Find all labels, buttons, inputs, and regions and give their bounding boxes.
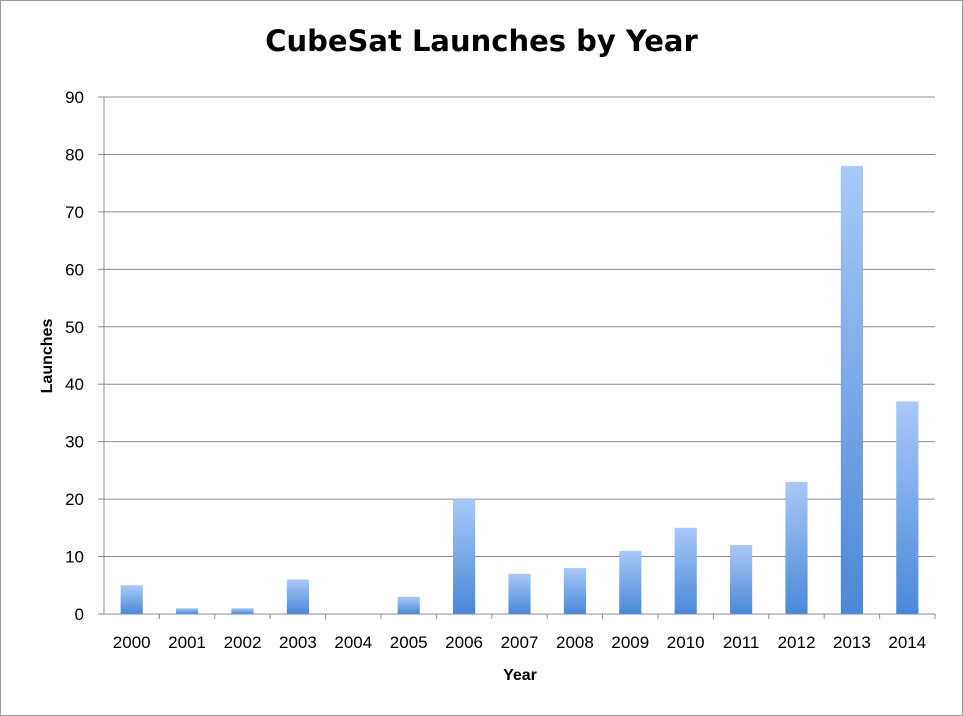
y-tick-labels: 0 10 20 30 40 50 60 70 80 90 <box>65 88 84 624</box>
bar-2005 <box>397 596 420 614</box>
bar-2011 <box>730 545 753 614</box>
bar-2001 <box>176 608 199 614</box>
x-tick-label: 2007 <box>501 633 539 652</box>
bar-2012 <box>785 481 808 614</box>
x-tick-label: 2014 <box>888 633 926 652</box>
chart-title: CubeSat Launches by Year <box>265 24 698 58</box>
y-tick-label: 70 <box>65 203 84 222</box>
y-tick-label: 90 <box>65 88 84 107</box>
x-tick-label: 2001 <box>168 633 206 652</box>
x-tick-label: 2004 <box>334 633 372 652</box>
bar-2009 <box>619 550 642 614</box>
bar-2010 <box>674 527 697 614</box>
x-tick-label: 2005 <box>390 633 428 652</box>
x-tick-label: 2012 <box>778 633 816 652</box>
y-tick-label: 60 <box>65 260 84 279</box>
bar-2002 <box>231 608 254 614</box>
x-tick-label: 2000 <box>113 633 151 652</box>
x-tick-label: 2013 <box>833 633 871 652</box>
y-tick-label: 80 <box>65 145 84 164</box>
y-tick-label: 20 <box>65 490 84 509</box>
x-tick-label: 2009 <box>611 633 649 652</box>
x-tick-label: 2002 <box>224 633 262 652</box>
bar-2008 <box>563 568 586 614</box>
bar-2006 <box>453 499 476 614</box>
x-tick-label: 2011 <box>723 633 760 652</box>
y-tick-label: 30 <box>65 433 84 452</box>
bars <box>120 165 919 614</box>
bar-2013 <box>840 165 863 614</box>
y-tick-label: 0 <box>75 605 84 624</box>
gridlines <box>98 96 935 615</box>
y-tick-label: 50 <box>65 318 84 337</box>
x-tick-label: 2003 <box>279 633 317 652</box>
bar-2000 <box>120 585 143 614</box>
bar-2007 <box>508 573 531 614</box>
y-axis-label: Launches <box>39 319 56 394</box>
x-tick-label: 2010 <box>667 633 705 652</box>
x-tick-label: 2006 <box>445 633 483 652</box>
x-tick-label: 2008 <box>556 633 594 652</box>
bar-2014 <box>896 401 919 614</box>
y-tick-label: 10 <box>65 548 84 567</box>
x-tick-labels: 2000 2001 2002 2003 2004 2005 2006 2007 2008 2009… <box>113 614 936 652</box>
x-axis-label: Year <box>503 667 537 684</box>
y-tick-label: 40 <box>65 375 84 394</box>
bar-2003 <box>286 579 309 614</box>
